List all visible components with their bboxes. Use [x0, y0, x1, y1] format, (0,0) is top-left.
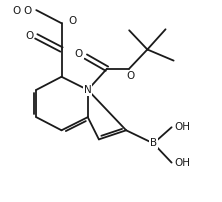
Text: OH: OH [175, 158, 191, 168]
Text: OH: OH [175, 122, 191, 132]
Text: O: O [74, 48, 83, 59]
Text: O: O [126, 71, 134, 81]
Text: B: B [150, 138, 157, 148]
Text: O: O [23, 6, 31, 16]
Text: N: N [84, 85, 92, 95]
Text: O: O [25, 31, 33, 41]
Text: O: O [69, 16, 77, 26]
Text: O: O [13, 6, 21, 16]
